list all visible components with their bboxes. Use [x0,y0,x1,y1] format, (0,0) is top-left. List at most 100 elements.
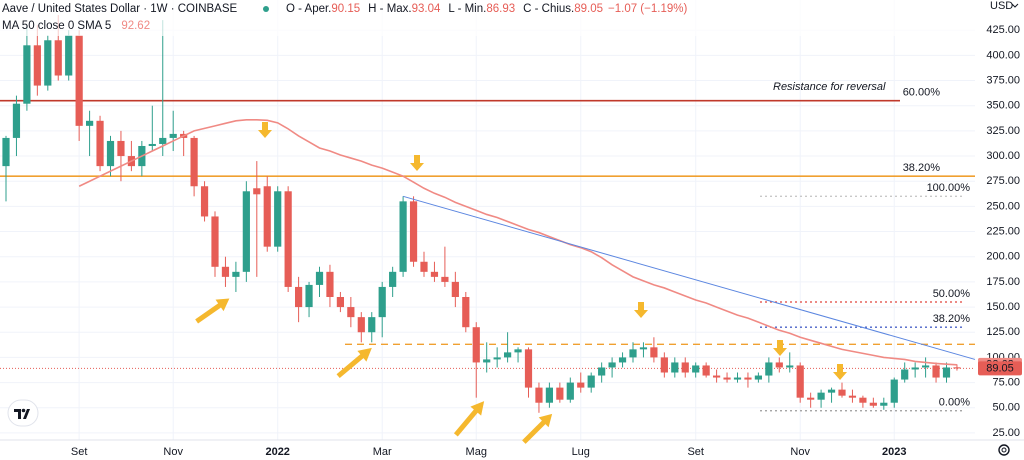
trendline [402,195,976,360]
candle-body [911,367,919,370]
candle-body [859,397,867,403]
candle-body [618,357,627,363]
candle-body [504,352,512,358]
candle-body [566,382,574,400]
ma-line [78,119,958,366]
y-tick-label: 275.00 [986,175,1020,187]
up-arrow [195,298,230,324]
candle-body [890,379,898,403]
ohlc-value: 90.15 [331,3,360,15]
ohlc-label: C - Chius. [523,3,574,15]
x-tick-label: 2023 [882,446,906,458]
candle-body [75,35,83,126]
candle-body [922,365,930,368]
candle-body [54,40,62,76]
y-tick-label: 400.00 [986,49,1020,61]
candle-body [106,140,115,167]
candle-body [159,137,167,144]
overlay: Resistance for reversal [78,81,976,366]
y-tick-label: 425.00 [986,24,1020,36]
candle-body [221,266,230,277]
candle-body [295,286,303,308]
candle-body [880,402,888,406]
x-tick-label: Lug [572,446,590,458]
candle-body [409,201,418,262]
candle-body [869,402,877,406]
candle-body [211,216,219,267]
x-tick-label: Set [71,446,88,458]
candle-body [817,392,825,400]
candle-body [681,362,689,373]
candle-body [451,281,459,298]
candle-body [169,133,177,138]
logo [7,399,39,427]
candle-body [660,357,668,373]
candle-body [754,375,762,380]
ma-legend: MA 50 close 0 SMA 5 92.62 [2,20,150,32]
candle-body [587,375,595,388]
y-tick-label: 75.00 [992,376,1020,388]
candle-body [462,297,470,328]
candle-body [12,103,21,138]
level-label: 0.00% [939,397,970,409]
candle-body [274,191,282,247]
settings-icon[interactable] [998,444,1010,456]
candle-body [242,191,250,272]
candle-body [305,284,313,308]
candle-body [786,365,794,368]
candle-body [942,367,951,378]
candles [2,15,961,413]
arrows [195,122,847,444]
status-dot [263,6,269,12]
candle-body [629,349,637,358]
candle-body [200,186,209,217]
y-tick-label: 300.00 [986,150,1020,162]
currency[interactable]: USD [990,0,1013,12]
ohlc-value: 89.05 [574,3,603,15]
y-tick-label: 50.00 [992,402,1020,414]
ma-value: 92.62 [121,20,150,32]
candle-body [901,369,909,380]
y-tick-label: 350.00 [986,100,1020,112]
ohlc-value: 93.04 [412,3,441,15]
candle-body [441,276,449,282]
candle-body [65,35,73,76]
down-arrow [833,364,847,380]
candle-body [33,45,41,86]
candle-body [514,349,522,353]
candle-body [556,387,564,400]
level-label: 100.00% [927,182,971,194]
candle-body [253,188,261,195]
ohlc-label: H - Max. [368,3,411,15]
level-label: 50.00% [933,288,971,300]
candle-body [2,137,10,167]
down-arrow [410,155,424,171]
candle-body [796,365,804,398]
ohlc: O - Aper.90.15 H - Max.93.04 L - Min.86.93… [286,3,687,15]
candle-body [389,271,397,287]
candle-body [96,120,104,167]
candle-body [347,307,355,318]
candle-body [723,377,731,380]
candle-body [577,382,585,388]
y-tick-label: 175.00 [986,276,1020,288]
level-label: 60.00% [903,87,941,99]
candle-body [263,186,271,247]
level-label: 38.20% [903,162,941,174]
candle-body [472,327,480,363]
candle-body [399,201,407,272]
candle-body [315,271,324,285]
candle-body [545,387,553,403]
candle-body [148,143,156,146]
grid [0,0,1024,441]
candle-body [117,140,125,157]
x-tick-label: Set [687,446,704,458]
ohlc-label: O - Aper. [286,3,331,15]
x-tick-label: Nov [163,446,183,458]
candle-body [190,137,198,187]
candle-body [807,397,815,400]
x-tick-label: 2022 [265,446,289,458]
y-tick-label: 25.00 [992,427,1020,439]
y-tick-label: 150.00 [986,301,1020,313]
